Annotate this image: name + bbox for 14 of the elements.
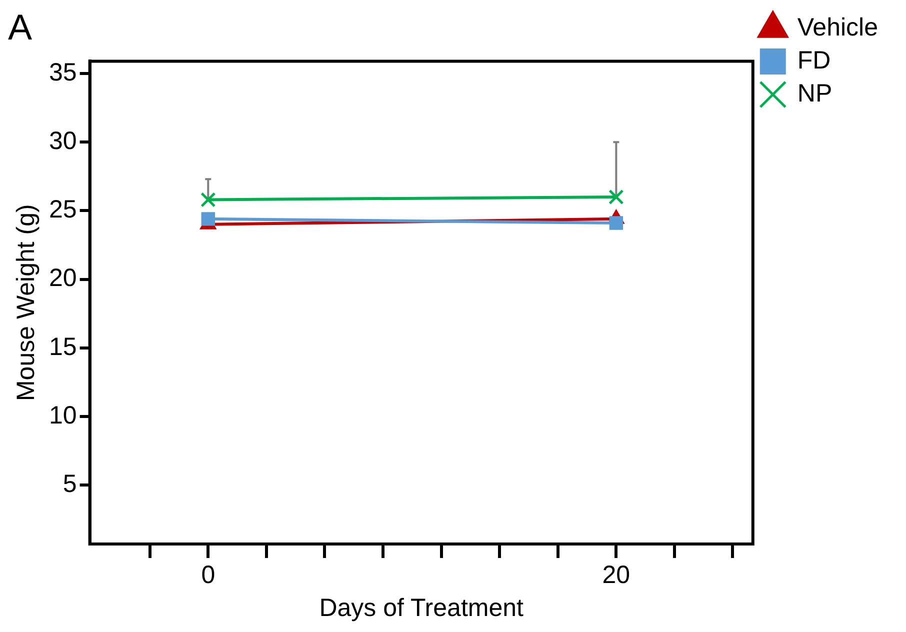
y-tick-label: 20 [48, 264, 77, 292]
chart-title: A [8, 6, 32, 48]
y-tick-label: 10 [48, 401, 77, 430]
legend-label: NP [797, 79, 832, 108]
y-axis-title: Mouse Weight (g) [12, 204, 40, 402]
legend-label: Vehicle [797, 13, 878, 42]
y-tick-label: 15 [48, 332, 77, 361]
y-tick-label: 5 [62, 470, 77, 498]
x-tick-label: 0 [201, 560, 216, 589]
y-tick-label: 25 [48, 196, 77, 224]
legend-label: FD [797, 46, 831, 74]
y-tick-label: 30 [48, 127, 77, 156]
x-axis-title: Days of Treatment [319, 594, 524, 622]
y-tick-label: 35 [48, 58, 77, 86]
